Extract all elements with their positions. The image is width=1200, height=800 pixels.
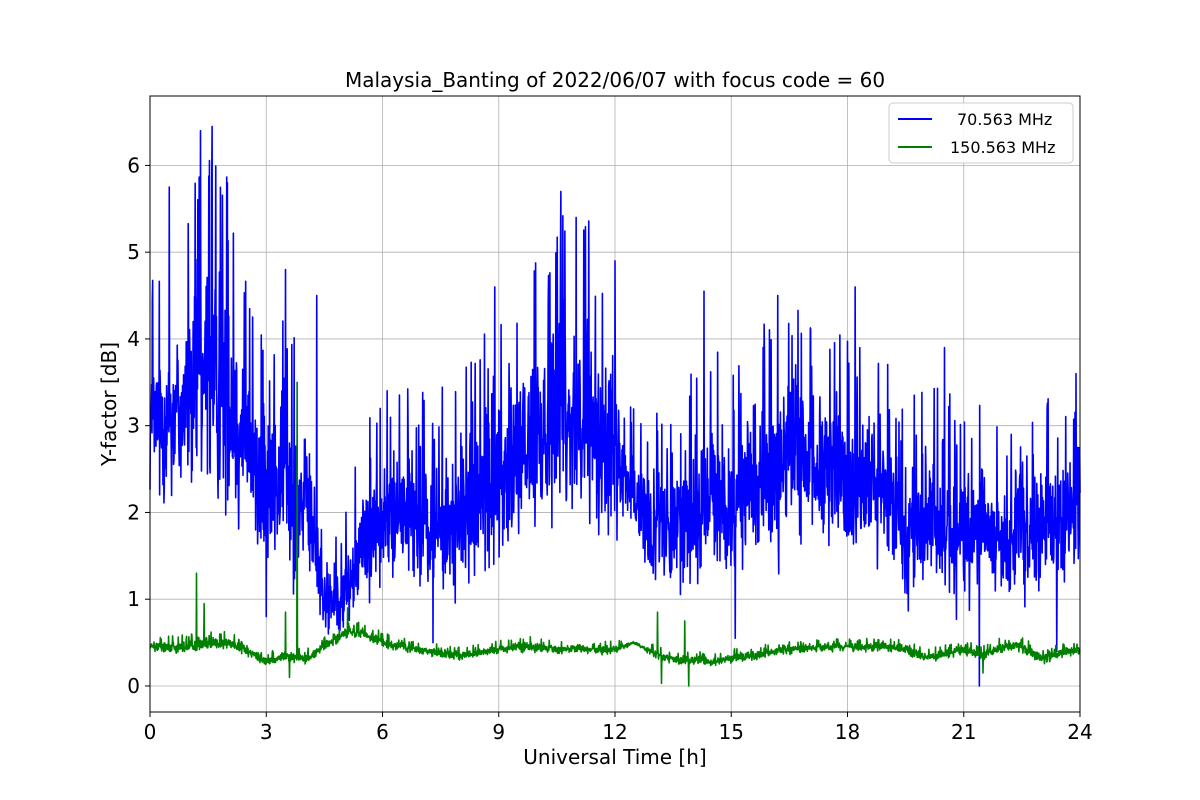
x-tick-label: 24 [1067, 720, 1092, 744]
series-layer [149, 125, 1081, 687]
legend-label-150mhz: 150.563 MHz [950, 138, 1055, 157]
x-tick-label: 6 [376, 720, 389, 744]
y-tick-label: 5 [127, 240, 140, 264]
x-tick-label: 18 [835, 720, 860, 744]
y-tick-label: 4 [127, 327, 140, 351]
legend: 70.563 MHz 150.563 MHz [888, 102, 1074, 164]
legend-label-70mhz: 70.563 MHz [957, 110, 1052, 129]
y-tick-label: 1 [127, 587, 140, 611]
y-axis-label: Y-factor [dB] [97, 342, 121, 467]
y-tick-label: 2 [127, 500, 140, 524]
series-150mhz-line [149, 381, 1081, 687]
chart-title: Malaysia_Banting of 2022/06/07 with focu… [345, 68, 885, 92]
y-tick-label: 6 [127, 153, 140, 177]
x-tick-label: 15 [719, 720, 744, 744]
x-tick-label: 9 [492, 720, 505, 744]
x-tick-label: 0 [144, 720, 157, 744]
x-tick-label: 12 [602, 720, 627, 744]
x-tick-label: 21 [951, 720, 976, 744]
y-tick-label: 3 [127, 414, 140, 438]
series-70mhz-line [149, 125, 1081, 687]
y-tick-label: 0 [127, 674, 140, 698]
legend-box [888, 102, 1074, 164]
x-tick-label: 3 [260, 720, 273, 744]
x-axis-label: Universal Time [h] [523, 745, 706, 769]
